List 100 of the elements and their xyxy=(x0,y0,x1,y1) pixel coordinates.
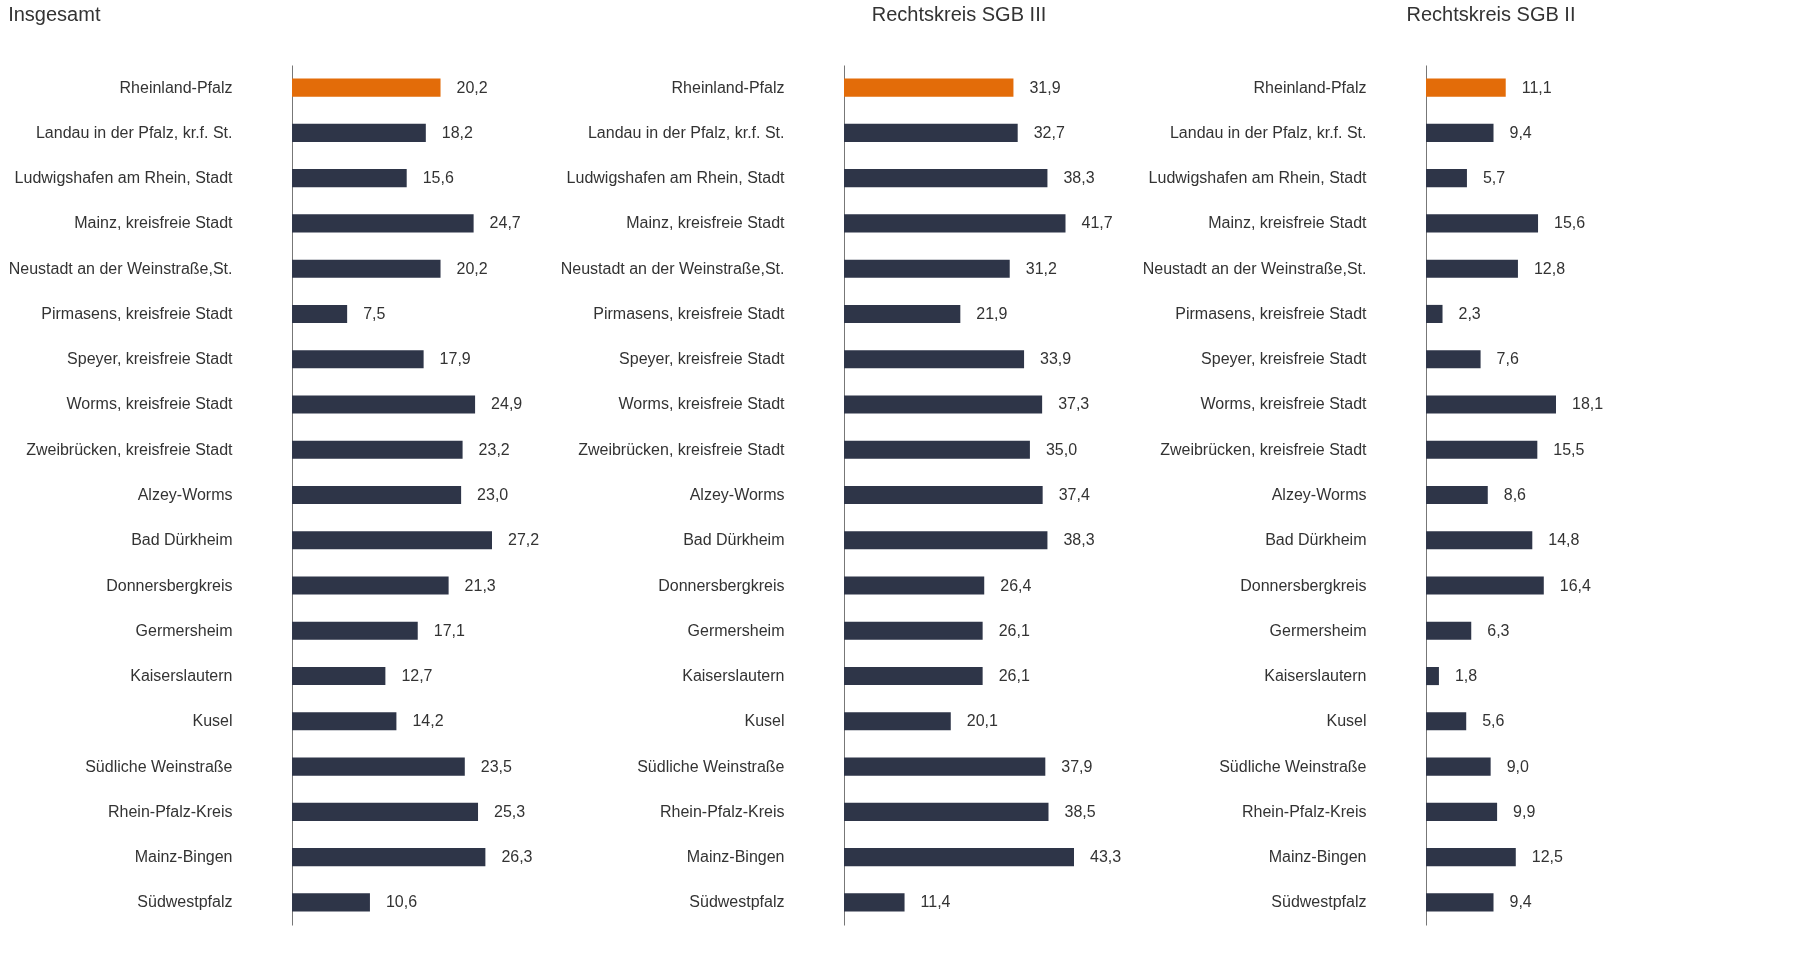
data-label: 12,5 xyxy=(1531,848,1564,866)
bar xyxy=(292,712,397,731)
bar xyxy=(1426,304,1443,323)
bar xyxy=(292,802,479,821)
bar xyxy=(292,757,465,776)
data-label: 12,8 xyxy=(1533,259,1566,277)
data-label: 8,6 xyxy=(1503,486,1527,503)
bar xyxy=(844,848,1074,867)
bar xyxy=(844,214,1066,233)
bar xyxy=(844,576,985,595)
y-tick-label: Südwestpfalz xyxy=(689,893,785,911)
y-tick-label: Mainz-Bingen xyxy=(1268,848,1367,866)
data-label: 5,7 xyxy=(1482,169,1506,187)
y-tick-label: Rhein-Pfalz-Kreis xyxy=(660,802,785,820)
y-tick-label: Südwestpfalz xyxy=(137,893,233,911)
y-tick-label: Kusel xyxy=(1326,712,1367,730)
bar xyxy=(292,485,462,505)
bar xyxy=(1426,893,1494,912)
data-label: 35,0 xyxy=(1045,440,1078,458)
y-tick-label: Südwestpfalz xyxy=(1271,893,1367,911)
data-label: 26,3 xyxy=(501,848,533,866)
text: Insgesamt xyxy=(8,3,101,25)
data-label: 21,3 xyxy=(464,576,496,594)
bar xyxy=(292,123,426,142)
y-tick-label: Speyer, kreisfreie Stadt xyxy=(1201,350,1368,368)
data-label: 21,9 xyxy=(976,304,1008,322)
data-label: 24,9 xyxy=(491,395,523,413)
bar xyxy=(292,169,407,188)
bar xyxy=(292,531,492,550)
bar xyxy=(844,531,1048,550)
data-label: 31,9 xyxy=(1029,78,1061,96)
bar xyxy=(844,802,1049,821)
y-tick-label: Speyer, kreisfreie Stadt xyxy=(67,350,234,368)
data-label: 14,2 xyxy=(412,712,444,730)
data-label: 16,4 xyxy=(1559,576,1592,594)
data-label: 2,3 xyxy=(1458,304,1481,322)
y-tick-label: Neustadt an der Weinstraße,St. xyxy=(1142,259,1367,277)
y-tick-label: Mainz, kreisfreie Stadt xyxy=(1208,214,1368,232)
y-tick-label: Germersheim xyxy=(135,621,233,639)
y-tick-label: Bad Dürkheim xyxy=(1265,531,1367,549)
y-tick-label: Worms, kreisfreie Stadt xyxy=(1200,395,1368,413)
chart-title: Rechtskreis SGB III xyxy=(871,3,1047,25)
data-label: 6,3 xyxy=(1487,621,1510,639)
data-label: 15,6 xyxy=(1554,214,1586,232)
data-label: 15,5 xyxy=(1553,440,1585,458)
y-tick-label: Landau in der Pfalz, kr.f. St. xyxy=(35,123,233,141)
y-tick-label: Speyer, kreisfreie Stadt xyxy=(619,350,786,368)
bar xyxy=(844,757,1046,776)
y-tick-label: Pirmasens, kreisfreie Stadt xyxy=(1175,304,1368,322)
data-label: 18,2 xyxy=(441,123,474,141)
y-tick-label: Worms, kreisfreie Stadt xyxy=(66,395,234,413)
y-tick-label: Alzey-Worms xyxy=(1271,486,1367,503)
bar xyxy=(1426,485,1488,505)
chart-title: Rechtskreis SGB II xyxy=(1406,3,1576,25)
bar xyxy=(1426,531,1533,550)
bar xyxy=(844,78,1014,97)
y-tick-label: Rheinland-Pfalz xyxy=(671,78,785,96)
data-label: 38,3 xyxy=(1063,169,1095,187)
y-tick-label: Rhein-Pfalz-Kreis xyxy=(108,802,233,820)
data-label: 31,2 xyxy=(1025,259,1057,277)
data-label: 18,1 xyxy=(1572,395,1604,413)
bar xyxy=(844,667,983,686)
y-tick-label: Ludwigshafen am Rhein, Stadt xyxy=(14,169,234,187)
data-label: 20,2 xyxy=(456,78,488,96)
bar xyxy=(1426,214,1539,233)
data-label: 23,5 xyxy=(480,757,513,775)
bar xyxy=(1426,259,1518,278)
y-tick-label: Zweibrücken, kreisfreie Stadt xyxy=(1160,440,1368,458)
y-tick-label: Bad Dürkheim xyxy=(131,531,233,549)
y-tick-label: Rheinland-Pfalz xyxy=(119,78,233,96)
bar xyxy=(1426,169,1467,188)
bar xyxy=(292,576,449,595)
data-label: 15,6 xyxy=(422,169,454,187)
bar xyxy=(844,712,951,731)
y-tick-label: Landau in der Pfalz, kr.f. St. xyxy=(1169,123,1367,141)
data-label: 7,5 xyxy=(363,304,386,322)
bar xyxy=(844,440,1030,459)
data-label: 17,9 xyxy=(439,350,471,368)
data-label: 10,6 xyxy=(385,893,418,911)
bar xyxy=(844,350,1025,369)
y-tick-label: Zweibrücken, kreisfreie Stadt xyxy=(578,440,786,458)
bar xyxy=(844,485,1043,505)
y-tick-label: Mainz-Bingen xyxy=(686,848,785,866)
data-label: 23,0 xyxy=(477,486,509,503)
data-label: 25,3 xyxy=(494,802,526,820)
data-label: 9,4 xyxy=(1509,893,1532,911)
y-tick-label: Südliche Weinstraße xyxy=(1219,757,1367,775)
y-tick-label: Kaiserslautern xyxy=(1264,667,1367,685)
bar xyxy=(1426,621,1472,640)
y-tick-label: Germersheim xyxy=(1269,621,1367,639)
data-label: 37,4 xyxy=(1058,486,1090,503)
y-tick-label: Mainz, kreisfreie Stadt xyxy=(74,214,234,232)
data-label: 24,7 xyxy=(489,214,521,232)
data-label: 14,8 xyxy=(1548,531,1580,549)
y-tick-label: Donnersbergkreis xyxy=(106,576,233,594)
data-label: 33,9 xyxy=(1040,350,1072,368)
bar xyxy=(844,395,1043,414)
bar xyxy=(292,350,424,369)
y-tick-label: Südliche Weinstraße xyxy=(637,757,785,775)
y-tick-label: Donnersbergkreis xyxy=(658,576,785,594)
